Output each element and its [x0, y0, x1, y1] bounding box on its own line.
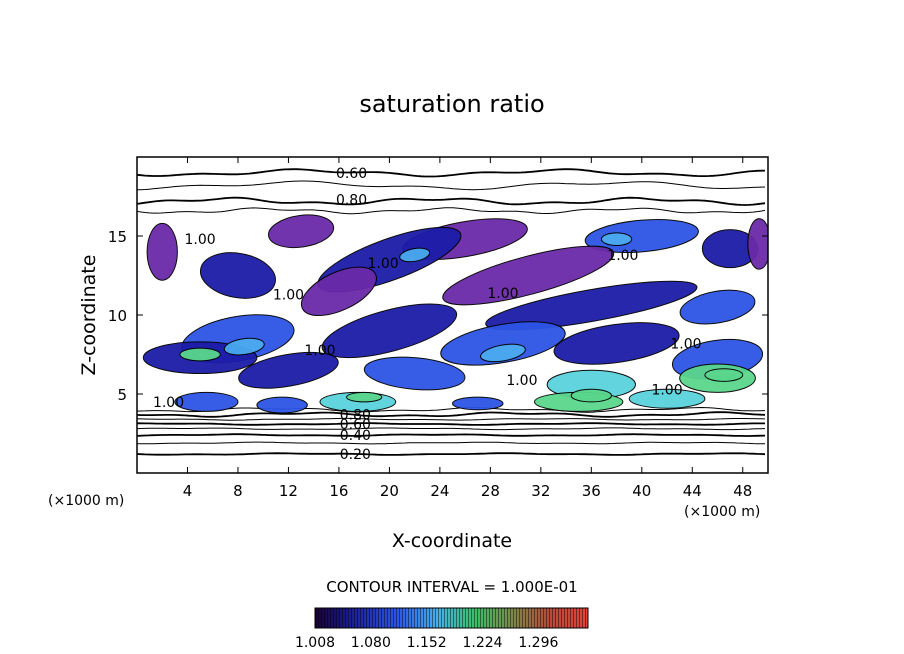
contour-label: 1.00 [670, 336, 701, 352]
contour-label: 1.00 [487, 286, 518, 302]
upper-contour-line [137, 180, 766, 191]
supersaturated-region [223, 337, 265, 356]
lower-contour-line [137, 441, 766, 445]
supersaturated-region [256, 396, 308, 414]
y-tick-label: 10 [108, 307, 127, 325]
y-axis-label: Z-coordinate [78, 255, 100, 376]
lower-contour-line [137, 422, 765, 426]
x-axis-ticks: 4 8 12 16 20 24 28 32 36 40 44 48 [183, 157, 752, 500]
supersaturated-region [199, 252, 276, 299]
supersaturated-region [363, 356, 466, 391]
x-tick-label: 8 [233, 482, 243, 500]
supersaturated-region [747, 218, 768, 270]
lower-contour-line [137, 406, 766, 413]
supersaturated-region [146, 222, 178, 281]
x-tick-label: 36 [582, 482, 601, 500]
y-tick-label: 5 [117, 386, 127, 404]
supersaturated-region [480, 343, 526, 363]
supersaturated-region [174, 391, 239, 412]
supersaturated-region [704, 368, 744, 382]
lower-contour-line [137, 433, 766, 437]
x-tick-label: 32 [531, 482, 550, 500]
colorbar-tick-label: 1.224 [462, 635, 502, 651]
x-tick-label: 24 [430, 482, 449, 500]
supersaturation-shading [142, 214, 768, 414]
colorbar-tick-label: 1.080 [351, 635, 391, 651]
lower-contour-line [137, 452, 766, 456]
contour-label: 1.00 [607, 248, 638, 264]
x-unit-label: (×1000 m) [684, 504, 760, 520]
x-tick-label: 16 [329, 482, 348, 500]
contour-label: 1.00 [273, 287, 304, 303]
colorbar-tick-labels: 1.008 1.080 1.152 1.224 1.296 [295, 635, 559, 651]
supersaturated-region [570, 388, 613, 403]
supersaturated-region [452, 396, 504, 411]
x-tick-label: 12 [279, 482, 298, 500]
contour-label: 1.00 [368, 256, 399, 272]
y-axis-ticks: 5 10 15 [108, 228, 768, 404]
contour-labels: 0.600.801.001.00 1.001.00 1.001.00 1.001.00… [153, 166, 702, 463]
upper-contour-line [137, 196, 766, 206]
contour-label: 0.40 [340, 428, 371, 444]
x-tick-label: 4 [183, 482, 193, 500]
supersaturated-region [300, 266, 377, 317]
supersaturated-region [553, 322, 680, 365]
supersaturated-region [179, 347, 221, 362]
contour-interval-text: CONTOUR INTERVAL = 1.000E-01 [326, 578, 577, 596]
upper-contour-line [137, 207, 766, 215]
supersaturated-region [440, 321, 566, 366]
supersaturated-region [485, 280, 698, 331]
lower-contour-line [137, 417, 766, 421]
colorbar-frame [314, 607, 589, 629]
colorbar-tick-label: 1.008 [295, 635, 335, 651]
supersaturated-region [600, 232, 633, 246]
lower-contour-line [137, 427, 766, 431]
contour-label: 1.00 [304, 343, 335, 359]
x-axis-label: X-coordinate [392, 530, 512, 552]
colorbar-stripes [315, 608, 588, 628]
x-tick-label: 48 [733, 482, 752, 500]
y-tick-label: 15 [108, 228, 127, 246]
upper-contour-line [137, 168, 766, 178]
plot-field: 0.600.801.001.00 1.001.00 1.001.00 1.001.00… [137, 166, 768, 463]
z-unit-label: (×1000 m) [48, 493, 124, 509]
contour-lines-lower [137, 406, 766, 456]
supersaturated-region [442, 245, 615, 306]
supersaturated-region [345, 391, 383, 403]
colorbar: 1.008 1.080 1.152 1.224 1.296 [295, 607, 589, 651]
contour-lines-upper [137, 168, 766, 215]
contour-label: 1.00 [153, 395, 184, 411]
contour-label: 0.60 [340, 417, 371, 433]
contour-label: 1.00 [185, 232, 216, 248]
supersaturated-region [238, 351, 339, 389]
contour-label: 0.60 [336, 166, 367, 182]
lower-contour-line [137, 411, 766, 418]
x-tick-label: 20 [380, 482, 399, 500]
supersaturated-region [679, 289, 756, 325]
contour-label: 1.00 [506, 373, 537, 389]
colorbar-tick-label: 1.296 [518, 635, 558, 651]
contour-label: 1.00 [651, 382, 682, 398]
colorbar-tick-label: 1.152 [407, 635, 447, 651]
x-tick-label: 28 [481, 482, 500, 500]
contour-label: 0.80 [336, 193, 367, 209]
supersaturated-region [399, 247, 431, 263]
supersaturated-region [628, 388, 706, 409]
chart-title: saturation ratio [359, 90, 544, 118]
contour-label: 0.20 [340, 447, 371, 463]
x-tick-label: 44 [683, 482, 702, 500]
supersaturated-region [267, 214, 335, 249]
contour-label: 0.80 [340, 408, 371, 424]
x-tick-label: 40 [632, 482, 651, 500]
supersaturated-region [321, 303, 458, 359]
